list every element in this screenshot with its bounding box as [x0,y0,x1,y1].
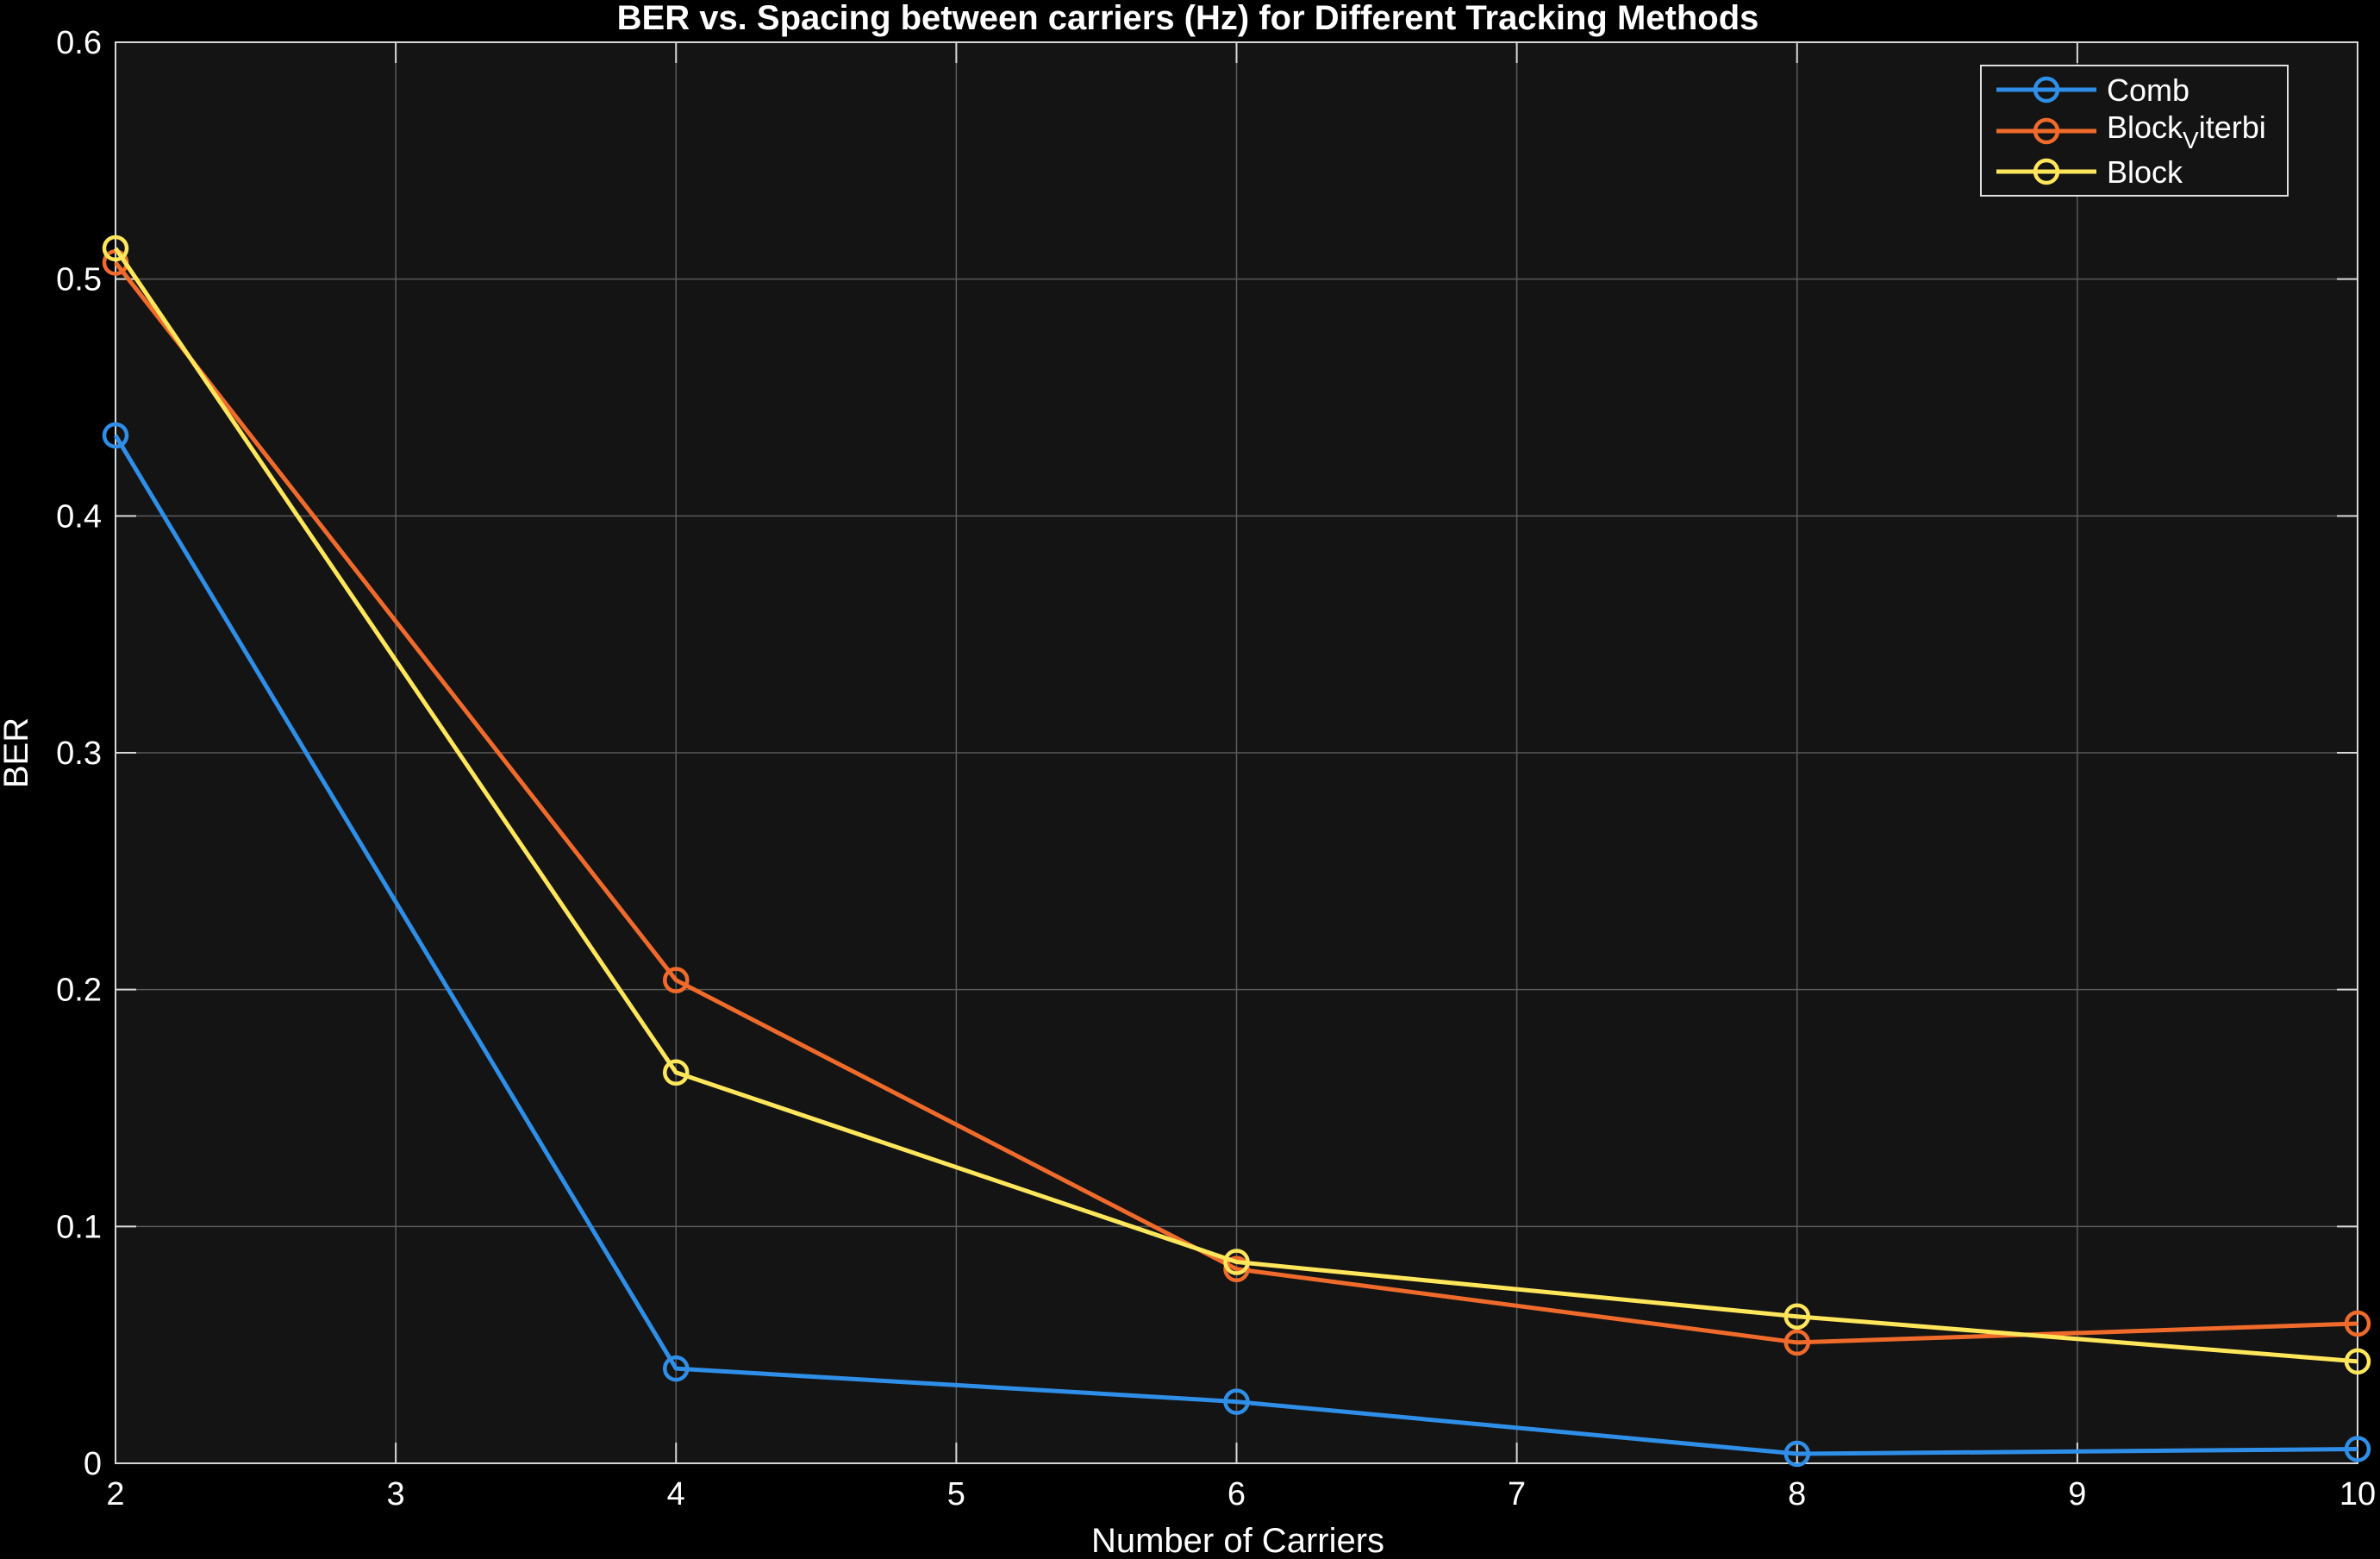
data-point [1783,1440,1810,1468]
legend-marker [2033,158,2060,185]
series-2 [102,235,2371,1375]
y-tick-label: 0.3 [56,736,102,772]
series-line [113,434,2358,1456]
legend-label: Block [2107,154,2183,190]
x-tick-label: 10 [2339,1476,2376,1512]
y-tick-label: 0.4 [56,498,102,535]
legend-entry: Block [1996,154,2183,190]
x-tick-label: 7 [1508,1476,1526,1512]
series-line [114,260,2358,1345]
y-tick-label: 0 [84,1446,102,1482]
legend-entry: BlockViterbi [1996,110,2266,153]
y-tick-label: 0.5 [56,262,102,298]
y-tick-label: 0.1 [56,1209,102,1245]
data-point [1783,1303,1810,1330]
data-point [663,1355,690,1382]
data-point [102,422,129,449]
series-line [113,247,2358,1364]
data-point [1223,1255,1250,1283]
data-point [2344,1348,2371,1375]
x-tick-label: 9 [2068,1476,2086,1512]
legend-marker [2033,76,2060,103]
data-point [663,967,690,993]
x-axis-label: Number of Carriers [1091,1522,1384,1559]
data-point [1223,1388,1250,1415]
chart-title: BER vs. Spacing between carriers (Hz) fo… [617,0,1759,37]
y-tick-label: 0.6 [56,25,102,61]
x-tick-label: 2 [106,1476,124,1512]
series-group [102,235,2371,1468]
x-tick-label: 3 [387,1476,405,1512]
series-1 [102,249,2371,1356]
y-axis-label: BER [0,717,35,788]
axis-ticks: 2 3 4 5 6 7 8 9 10 0 0.1 0.2 0.3 0.4 0.5 0.6 [56,25,2376,1512]
data-point [2344,1436,2371,1462]
x-tick-label: 8 [1788,1476,1806,1512]
y-tick-label: 0.2 [56,973,102,1009]
grid-lines [116,42,2358,1463]
series-0 [102,422,2371,1468]
x-tick-label: 5 [947,1476,965,1512]
data-point [663,1059,690,1086]
data-point [1223,1249,1250,1275]
legend-marker [2033,117,2060,145]
data-point [2344,1310,2371,1337]
x-tick-label: 6 [1227,1476,1246,1512]
data-point [1783,1329,1810,1356]
data-point [102,235,129,262]
legend-entry: Comb [1996,72,2189,108]
x-tick-label: 4 [667,1476,685,1512]
legend-label: Comb [2107,72,2189,108]
legend-label: BlockViterbi [2107,110,2266,153]
